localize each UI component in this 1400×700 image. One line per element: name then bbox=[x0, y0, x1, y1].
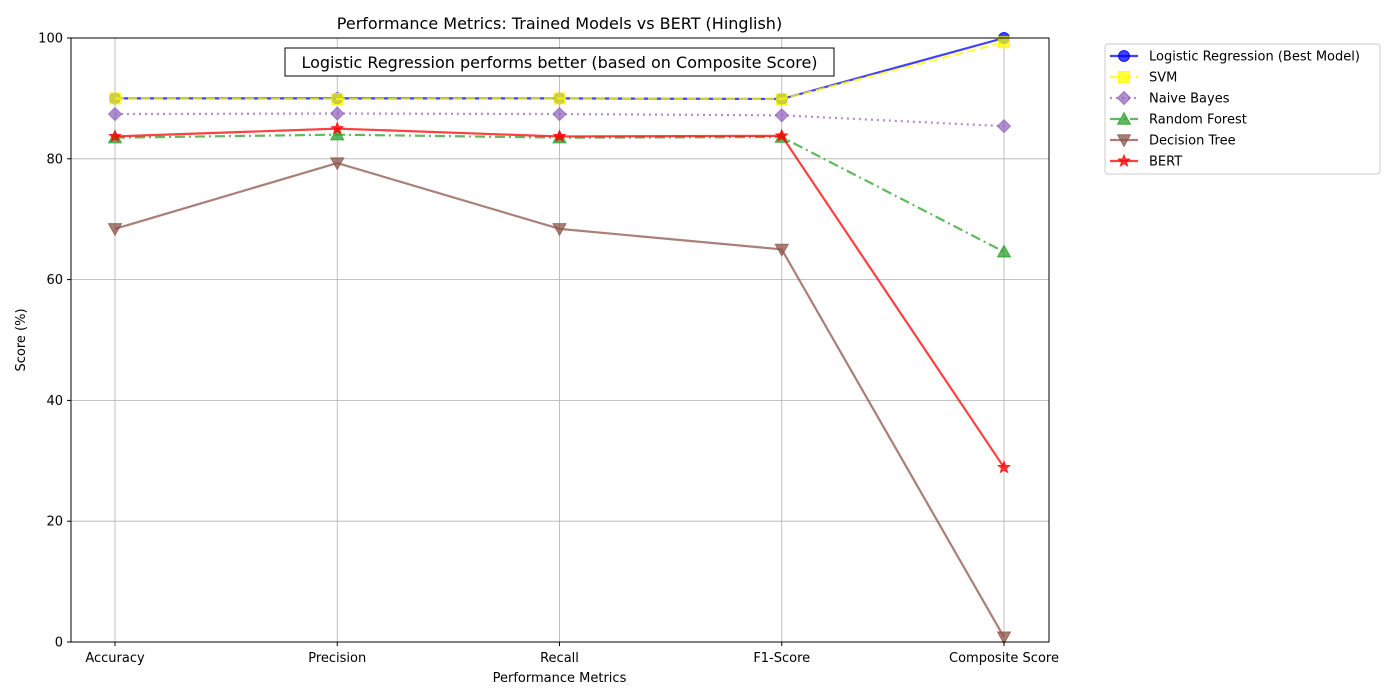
data-point-naive-bayes bbox=[552, 106, 567, 122]
data-point-random-forest bbox=[329, 127, 345, 141]
legend-frame bbox=[1104, 43, 1381, 175]
data-point-bert bbox=[107, 129, 123, 143]
series-lines bbox=[107, 32, 1012, 645]
x-axis-label: Performance Metrics bbox=[493, 671, 627, 686]
series-naive-bayes bbox=[107, 106, 1012, 134]
y-tick-label: 0 bbox=[55, 636, 63, 651]
data-point-bert bbox=[996, 460, 1012, 474]
x-tick-label: Precision bbox=[308, 651, 366, 666]
x-tick-label: Recall bbox=[540, 651, 579, 666]
legend-label-bert: BERT bbox=[1149, 155, 1182, 170]
legend-label-svm: SVM bbox=[1149, 71, 1177, 86]
data-point-decision-tree bbox=[107, 223, 123, 237]
y-tick-label: 60 bbox=[46, 273, 63, 288]
chart-title: Performance Metrics: Trained Models vs B… bbox=[337, 14, 782, 33]
data-point-naive-bayes bbox=[774, 108, 789, 123]
legend-item-decision-tree: Decision Tree bbox=[1110, 134, 1236, 149]
y-tick-label: 20 bbox=[46, 515, 63, 530]
series-svm bbox=[109, 36, 1010, 106]
data-point-decision-tree bbox=[329, 157, 345, 171]
data-point-random-forest bbox=[996, 244, 1012, 258]
data-point-svm bbox=[331, 93, 344, 106]
y-tick-label: 80 bbox=[46, 152, 63, 167]
legend-marker-bert bbox=[1116, 153, 1132, 167]
data-point-decision-tree bbox=[552, 223, 567, 237]
legend-item-random-forest: Random Forest bbox=[1110, 111, 1247, 128]
annotation-text: Logistic Regression performs better (bas… bbox=[301, 53, 817, 72]
data-point-svm bbox=[998, 36, 1010, 49]
axes: Accuracy Precision Recall F1-Score Composite… bbox=[38, 32, 1059, 667]
data-point-naive-bayes bbox=[107, 106, 123, 122]
data-point-decision-tree bbox=[774, 243, 790, 257]
data-point-bert bbox=[774, 128, 789, 142]
data-point-svm bbox=[775, 93, 788, 106]
y-axis-label: Score (%) bbox=[14, 308, 29, 371]
series-decision-tree bbox=[107, 157, 1012, 645]
legend-label-decision-tree: Decision Tree bbox=[1149, 134, 1236, 149]
legend-marker-logistic-regression-best-model bbox=[1118, 50, 1130, 62]
legend-marker-decision-tree bbox=[1116, 134, 1132, 148]
data-point-svm bbox=[109, 92, 121, 105]
legend-label-naive-bayes: Naive Bayes bbox=[1149, 92, 1230, 107]
annotation-frame bbox=[284, 47, 835, 77]
x-tick-label: F1-Score bbox=[753, 651, 810, 666]
legend-label-random-forest: Random Forest bbox=[1149, 113, 1247, 128]
x-tick-label: Composite Score bbox=[949, 651, 1059, 666]
data-point-naive-bayes bbox=[330, 106, 345, 121]
y-tick-label: 40 bbox=[46, 394, 63, 409]
legend-item-logistic-regression-best-model: Logistic Regression (Best Model) bbox=[1110, 50, 1360, 65]
legend-item-bert: BERT bbox=[1110, 153, 1182, 170]
annotation-box: Logistic Regression performs better (bas… bbox=[284, 47, 835, 77]
legend-marker-naive-bayes bbox=[1116, 90, 1132, 106]
y-tick-label: 100 bbox=[38, 32, 63, 47]
data-point-naive-bayes bbox=[996, 118, 1012, 134]
legend-item-naive-bayes: Naive Bayes bbox=[1110, 90, 1230, 107]
data-point-bert bbox=[330, 121, 345, 135]
data-point-decision-tree bbox=[996, 631, 1012, 645]
series-bert bbox=[107, 121, 1012, 474]
x-tick-label: Accuracy bbox=[85, 651, 145, 666]
legend-marker-random-forest bbox=[1116, 111, 1132, 125]
legend-item-svm: SVM bbox=[1110, 71, 1177, 86]
legend: Logistic Regression (Best Model) SVM Naive… bbox=[1104, 43, 1381, 175]
legend-marker-svm bbox=[1118, 71, 1130, 83]
data-point-svm bbox=[553, 92, 566, 105]
data-point-bert bbox=[552, 129, 567, 143]
legend-label-logistic-regression-best-model: Logistic Regression (Best Model) bbox=[1149, 50, 1360, 65]
